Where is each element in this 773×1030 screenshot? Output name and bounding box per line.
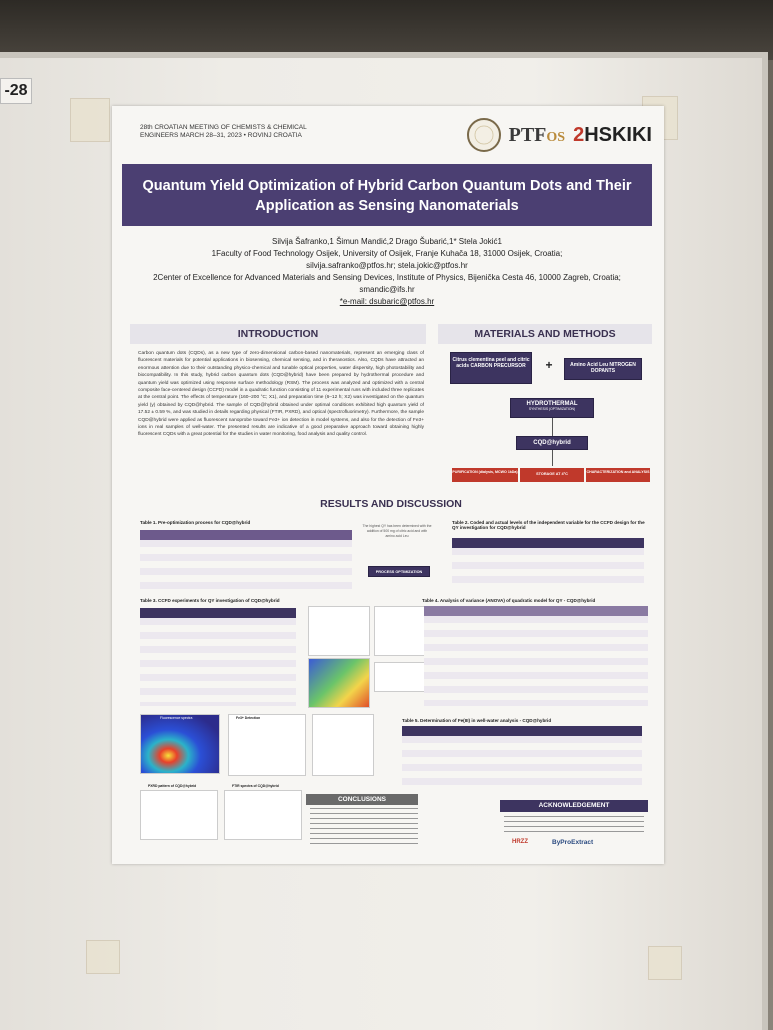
table-1 — [140, 530, 352, 590]
affiliation-1: 1Faculty of Food Technology Osijek, Univ… — [211, 249, 563, 258]
poster-title: Quantum Yield Optimization of Hybrid Car… — [122, 164, 652, 226]
process-optimization-box: PROCESS OPTIMIZATION — [368, 566, 430, 577]
fluorescence-spectra-plot — [140, 714, 220, 774]
precursor-box: Citrus clementina peel and citric acids … — [450, 352, 532, 384]
ftir-label: FTIR spectra of CQD@hybrid — [232, 784, 279, 788]
emails-1: silvija.safranko@ptfos.hr; stela.jokic@p… — [306, 261, 468, 270]
results-heading: RESULTS AND DISCUSSION — [320, 498, 462, 510]
acknowledgement-heading: ACKNOWLEDGEMENT — [500, 800, 648, 812]
fluorescence-spectra-label: Fluorescence spectra — [160, 716, 193, 720]
ftir-plot — [224, 790, 302, 840]
plus-sign: + — [545, 358, 553, 372]
wall-background — [0, 0, 773, 60]
conclusions-text — [310, 808, 418, 848]
materials-methods-heading: MATERIALS AND METHODS — [438, 324, 652, 344]
table-3 — [140, 608, 296, 706]
pxrd-label: PXRD pattern of CQD@hybrid — [148, 784, 197, 788]
product-box: CQD@hybrid — [516, 436, 588, 450]
tape — [70, 98, 110, 142]
ptfos-logo: PTFOS — [508, 123, 566, 146]
surface-note — [374, 662, 430, 692]
3d-surface-plot — [308, 658, 370, 708]
response-surface-plot — [374, 606, 430, 656]
authors: Silvija Šafranko,1 Šimun Mandić,2 Drago … — [272, 237, 502, 246]
hskiki-logo: 2HSKIKI — [573, 123, 652, 146]
pxrd-plot — [140, 790, 218, 840]
conclusions-heading: CONCLUSIONS — [306, 794, 418, 805]
byproextract-logo: ByProExtract — [552, 839, 594, 846]
table-5-caption: Table 5. Determination of Fe(III) in wel… — [402, 718, 552, 723]
intro-paragraph: Carbon quantum dots (CQDs), as a new typ… — [138, 351, 424, 438]
flow-arrow — [552, 418, 553, 436]
meeting-info: 28th CROATIAN MEETING OF CHEMISTS & CHEM… — [140, 124, 307, 139]
purification-box: PURIFICATION (dialysis, MCWO 1kDa) — [452, 468, 518, 482]
fe-detection-label: Fe3+ Detection — [236, 716, 261, 720]
tape — [86, 940, 120, 974]
dopant-box: Amino Acid Leu NITROGEN DOPANTS — [564, 358, 642, 380]
table-5 — [402, 726, 642, 788]
table-2-caption: Table 2. Coded and actual levels of the … — [452, 520, 645, 530]
hydrothermal-box: HYDROTHERMAL SYNTHESIS (OPTIMIZATION) — [510, 398, 594, 418]
affiliation-2: 2Center of Excellence for Advanced Mater… — [153, 273, 621, 294]
qy-note: The highest QY has been determined with … — [362, 524, 432, 538]
response-surface-plot — [308, 606, 370, 656]
table-1-caption: Table 1. Pre-optimization process for CQ… — [140, 520, 251, 525]
storage-box: STORAGE AT 4°C — [520, 468, 584, 482]
characterization-box: CHARACTERIZATION and ANALYSIS — [586, 468, 650, 482]
table-4-caption: Table 4. Analysis of variance (ANOVA) of… — [422, 598, 596, 603]
hrzz-logo: HRZZ — [512, 839, 528, 845]
tape — [648, 946, 682, 980]
board-number-tag: -28 — [0, 78, 32, 104]
table-2 — [452, 538, 644, 586]
authors-block: Silvija Šafranko,1 Šimun Mandić,2 Drago … — [152, 236, 622, 308]
calibration-plot — [312, 714, 374, 776]
scientific-poster: 28th CROATIAN MEETING OF CHEMISTS & CHEM… — [112, 106, 664, 864]
acknowledgement-text — [504, 816, 644, 834]
logos: PTFOS 2HSKIKI — [466, 118, 652, 152]
table-3-caption: Table 3. CCFD experiments for QY investi… — [140, 598, 280, 603]
university-seal-logo — [466, 118, 501, 152]
corresponding-email: *e-mail: dsubaric@ptfos.hr — [339, 297, 435, 306]
intro-heading: INTRODUCTION — [130, 324, 426, 344]
table-4 — [424, 606, 648, 706]
fe-detection-plot — [228, 714, 306, 776]
flow-arrow — [552, 450, 553, 466]
